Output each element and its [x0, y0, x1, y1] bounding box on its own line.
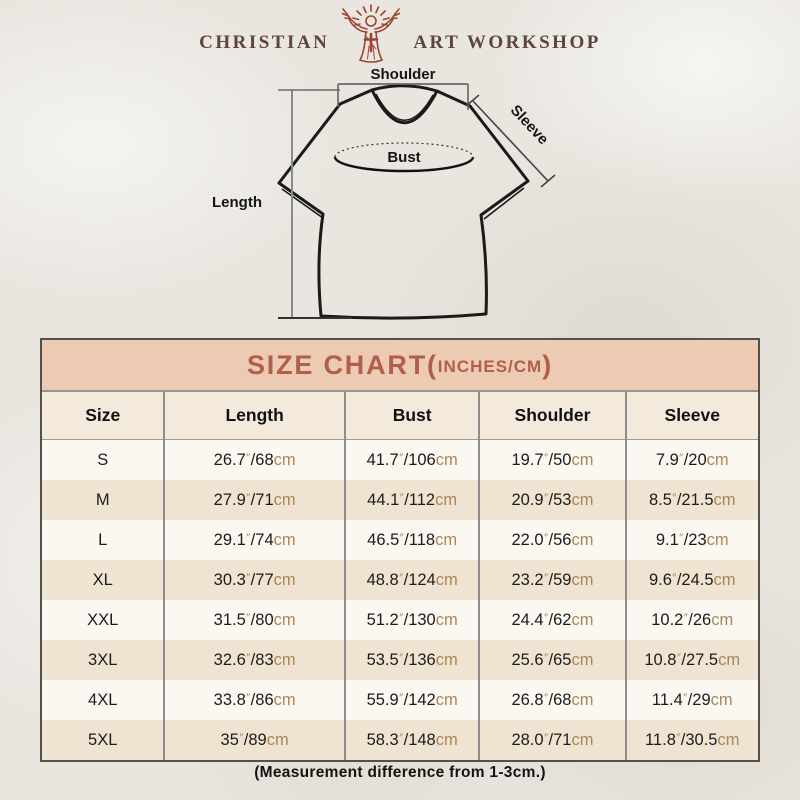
length-cell: 29.1″/74cm: [163, 520, 345, 560]
row-xxl: XXL 31.5″/80cm 51.2″/130cm 24.4″/62cm 10…: [42, 600, 758, 640]
shoulder-label: Shoulder: [370, 66, 435, 83]
sleeve-cell: 11.4″/29cm: [624, 680, 758, 720]
sleeve-cell: 11.8″/30.5cm: [624, 720, 758, 760]
sleeve-cell: 10.8″/27.5cm: [624, 640, 758, 680]
row-m: M 27.9″/71cm 44.1″/112cm 20.9″/53cm 8.5″…: [42, 480, 758, 520]
brand-name-left: CHRISTIAN: [199, 32, 330, 53]
bust-cell: 44.1″/112cm: [343, 480, 480, 520]
size-cell: 5XL: [42, 720, 165, 760]
size-cell: 4XL: [42, 680, 165, 720]
bust-cell: 55.9″/142cm: [343, 680, 480, 720]
bust-cell: 46.5″/118cm: [343, 520, 480, 560]
header-sleeve: Sleeve: [624, 392, 758, 440]
size-chart-title: SIZE CHART(INCHES/CM): [42, 340, 758, 392]
header-row: Size Length Bust Shoulder Sleeve: [42, 392, 758, 440]
shoulder-measure-line: [337, 83, 469, 110]
bust-cell: 41.7″/106cm: [343, 439, 480, 480]
length-cell: 33.8″/86cm: [163, 680, 345, 720]
length-cell: 32.6″/83cm: [163, 640, 345, 680]
length-cell: 30.3″/77cm: [163, 560, 345, 600]
size-cell: L: [42, 520, 165, 560]
bust-label: Bust: [387, 149, 420, 166]
size-cell: 3XL: [42, 640, 165, 680]
shoulder-cell: 28.0″/71cm: [478, 720, 626, 760]
brand-header: CHRISTIAN ART WORKSHOP: [0, 4, 800, 64]
title-units: INCHES/CM: [437, 356, 543, 376]
bust-cell: 58.3″/148cm: [343, 720, 480, 760]
header-length: Length: [163, 392, 345, 440]
length-cell: 31.5″/80cm: [163, 600, 345, 640]
brand-name-right: ART WORKSHOP: [413, 32, 601, 53]
jesus-figure-logo-icon: [339, 4, 403, 64]
shoulder-cell: 19.7″/50cm: [478, 439, 626, 480]
row-5xl: 5XL 35″/89cm 58.3″/148cm 28.0″/71cm 11.8…: [42, 720, 758, 760]
shoulder-cell: 24.4″/62cm: [478, 600, 626, 640]
shoulder-cell: 22.0″/56cm: [478, 520, 626, 560]
header-bust: Bust: [343, 392, 480, 440]
header-size: Size: [42, 392, 165, 440]
size-chart: SIZE CHART(INCHES/CM) Size Length Bust S…: [40, 338, 760, 762]
title-main: SIZE CHART: [247, 349, 427, 380]
length-label: Length: [212, 194, 262, 211]
size-table: Size Length Bust Shoulder Sleeve S 26.7″…: [42, 392, 758, 760]
shoulder-cell: 23.2″/59cm: [478, 560, 626, 600]
length-cell: 35″/89cm: [163, 720, 345, 760]
sleeve-cell: 10.2″/26cm: [624, 600, 758, 640]
measurement-note: (Measurement difference from 1-3cm.): [254, 764, 546, 781]
size-cell: XXL: [42, 600, 165, 640]
row-l: L 29.1″/74cm 46.5″/118cm 22.0″/56cm 9.1″…: [42, 520, 758, 560]
sleeve-cell: 7.9″/20cm: [624, 439, 758, 480]
row-3xl: 3XL 32.6″/83cm 53.5″/136cm 25.6″/65cm 10…: [42, 640, 758, 680]
shoulder-cell: 26.8″/68cm: [478, 680, 626, 720]
row-4xl: 4XL 33.8″/86cm 55.9″/142cm 26.8″/68cm 11…: [42, 680, 758, 720]
title-paren-close: ): [542, 349, 553, 380]
length-measure-line: [278, 89, 352, 319]
bust-cell: 53.5″/136cm: [343, 640, 480, 680]
row-s: S 26.7″/68cm 41.7″/106cm 19.7″/50cm 7.9″…: [42, 439, 758, 480]
shoulder-cell: 20.9″/53cm: [478, 480, 626, 520]
length-cell: 26.7″/68cm: [163, 439, 345, 480]
tshirt-measurement-diagram: Shoulder Sleeve Bust Length: [190, 64, 610, 332]
header-shoulder: Shoulder: [478, 392, 626, 440]
sleeve-label: Sleeve: [507, 102, 552, 148]
bust-cell: 51.2″/130cm: [343, 600, 480, 640]
sleeve-cell: 8.5″/21.5cm: [624, 480, 758, 520]
shoulder-cell: 25.6″/65cm: [478, 640, 626, 680]
size-cell: XL: [42, 560, 165, 600]
length-cell: 27.9″/71cm: [163, 480, 345, 520]
sleeve-cell: 9.1″/23cm: [624, 520, 758, 560]
bust-cell: 48.8″/124cm: [343, 560, 480, 600]
title-paren-open: (: [427, 349, 438, 380]
size-cell: S: [42, 439, 165, 480]
row-xl: XL 30.3″/77cm 48.8″/124cm 23.2″/59cm 9.6…: [42, 560, 758, 600]
size-cell: M: [42, 480, 165, 520]
sleeve-measure-line: [465, 94, 556, 188]
tshirt-outline-drawing: Shoulder Sleeve Bust Length: [212, 66, 556, 320]
sleeve-cell: 9.6″/24.5cm: [624, 560, 758, 600]
